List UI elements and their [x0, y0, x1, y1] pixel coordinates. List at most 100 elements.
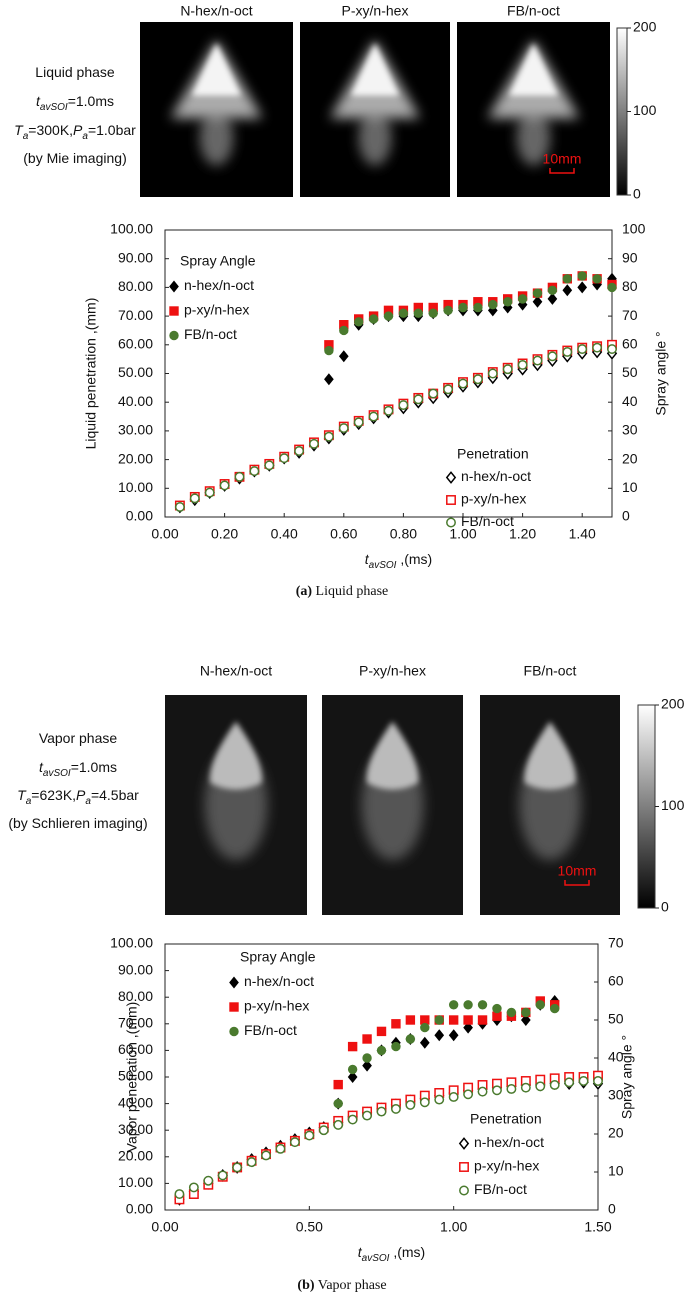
y2-tick-label: 40 [608, 1049, 624, 1065]
marker [354, 317, 364, 327]
marker [547, 292, 558, 305]
marker [578, 1076, 589, 1086]
marker [463, 1000, 473, 1010]
marker [473, 302, 483, 313]
marker [368, 314, 379, 324]
text-run: a [23, 131, 29, 142]
y-tick-label: 20.00 [118, 450, 153, 466]
marker [318, 1125, 329, 1136]
marker [463, 1089, 474, 1100]
text-run: avSOI [369, 560, 397, 571]
y2-tick-label: 40 [622, 393, 638, 409]
y2-tick-label: 0 [622, 508, 630, 524]
marker [463, 1015, 473, 1025]
y-tick-label: 30.00 [118, 1121, 153, 1137]
legend-label: n-hex/n-oct [461, 468, 531, 484]
marker [419, 1036, 430, 1049]
y2-tick-label: 20 [608, 1125, 624, 1141]
y-tick-label: 0.00 [126, 508, 153, 524]
y-tick-label: 10.00 [118, 1174, 153, 1190]
y-axis-label: Vapor penetration ,(mm) [124, 1002, 140, 1153]
condition-line: tavSOI=1.0ms [36, 93, 114, 113]
marker [383, 405, 394, 416]
marker [362, 1110, 373, 1121]
y-tick-label: 100.00 [110, 221, 153, 237]
spray-core [509, 43, 558, 96]
marker [463, 1021, 473, 1034]
marker [535, 1081, 546, 1092]
marker [333, 1098, 343, 1109]
text-run: t [39, 759, 44, 775]
text-run: T [17, 787, 27, 803]
marker [477, 1086, 488, 1097]
marker [405, 1034, 416, 1044]
y2-axis-label: Spray angle ° [653, 331, 669, 415]
marker [492, 1085, 502, 1096]
marker [376, 1106, 387, 1117]
x-tick-label: 0.00 [151, 1219, 178, 1235]
text-run: Liquid phase [35, 64, 115, 80]
marker [532, 288, 543, 298]
condition-line: (by Mie imaging) [23, 150, 126, 166]
legend-marker [446, 517, 456, 528]
marker [420, 1022, 430, 1033]
marker [219, 480, 230, 491]
y2-tick-label: 90 [622, 249, 638, 265]
marker [520, 1082, 531, 1093]
marker [398, 400, 409, 411]
marker [517, 298, 528, 311]
y-tick-label: 10.00 [118, 479, 153, 495]
text-run: =1.0bar [88, 122, 136, 138]
y2-tick-label: 80 [622, 278, 638, 294]
caption: (a) Liquid phase [296, 584, 389, 599]
marker [503, 297, 513, 307]
vapor-head [366, 721, 419, 790]
y2-tick-label: 60 [608, 973, 624, 989]
y2-tick-label: 0 [608, 1201, 616, 1217]
x-tick-label: 0.50 [296, 1219, 323, 1235]
marker [577, 271, 587, 281]
text-run: avSOI [40, 102, 68, 113]
marker [592, 342, 603, 353]
marker [289, 1137, 300, 1148]
text-run: a [85, 796, 91, 807]
marker [506, 1007, 517, 1018]
y2-tick-label: 10 [608, 1163, 624, 1179]
marker [347, 1041, 358, 1052]
colorbar [616, 27, 628, 196]
marker [324, 373, 334, 386]
marker [333, 1079, 343, 1090]
legend-marker [458, 1137, 470, 1150]
marker [577, 344, 588, 355]
marker [607, 344, 617, 355]
marker [458, 378, 468, 389]
legend-marker [446, 495, 456, 505]
marker [448, 1000, 459, 1010]
text-run: ,(ms) [389, 1244, 425, 1260]
marker [391, 1041, 401, 1052]
y-tick-label: 30.00 [118, 422, 153, 438]
marker [592, 274, 602, 284]
marker [362, 1034, 372, 1044]
legend-label: FB/n-oct [184, 326, 237, 342]
spray-tail [199, 109, 234, 166]
legend-title: Penetration [470, 1111, 542, 1127]
marker [520, 1014, 531, 1026]
legend-label: FB/n-oct [244, 1022, 297, 1038]
marker [547, 285, 558, 295]
legend-label: n-hex/n-oct [184, 277, 254, 293]
marker [333, 1119, 344, 1130]
text-run: =1.0ms [71, 759, 117, 775]
text-run: P [73, 122, 83, 138]
spray-image [480, 695, 620, 915]
x-tick-label: 1.00 [440, 1219, 467, 1235]
spray-image [457, 22, 610, 197]
y-tick-label: 0.00 [126, 1201, 153, 1217]
marker [347, 1071, 358, 1083]
y2-tick-label: 10 [622, 479, 638, 495]
y2-tick-label: 100 [622, 221, 646, 237]
marker [246, 1157, 257, 1168]
marker [577, 281, 588, 294]
marker [562, 274, 572, 284]
marker [261, 1150, 271, 1161]
